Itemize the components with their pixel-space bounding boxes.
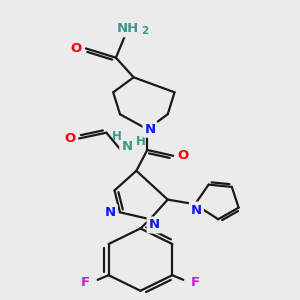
Text: N: N (105, 206, 116, 219)
Text: N: N (144, 123, 156, 136)
Text: NH: NH (117, 22, 139, 35)
Text: O: O (71, 42, 82, 55)
Text: H: H (136, 135, 146, 148)
Text: N: N (121, 140, 132, 153)
Text: O: O (177, 149, 188, 162)
Text: O: O (64, 132, 75, 145)
Text: F: F (191, 276, 200, 289)
Text: F: F (81, 276, 90, 289)
Text: N: N (191, 203, 202, 217)
Text: 2: 2 (141, 26, 148, 36)
Text: N: N (148, 218, 160, 232)
Text: H: H (112, 130, 122, 143)
